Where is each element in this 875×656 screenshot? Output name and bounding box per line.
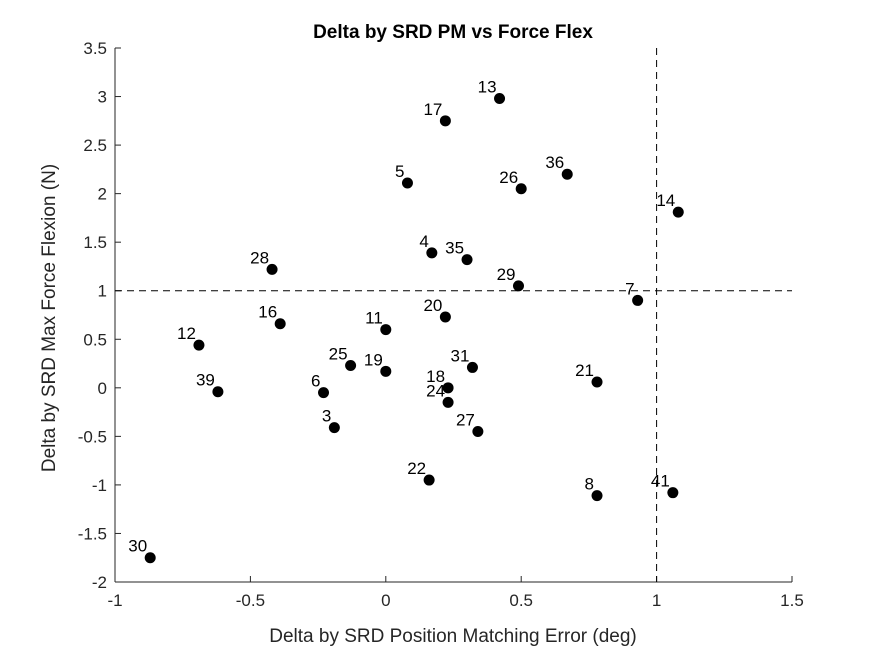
reference-lines [115, 48, 792, 582]
data-point [212, 386, 224, 398]
data-point-label: 41 [651, 472, 670, 491]
data-point-label: 20 [423, 296, 442, 315]
data-point [442, 382, 454, 394]
chart-title: Delta by SRD PM vs Force Flex [313, 22, 593, 43]
data-point [328, 422, 340, 434]
data-point [439, 311, 451, 323]
data-point-label: 19 [364, 350, 383, 369]
y-tick-label: 3.5 [83, 39, 107, 58]
y-axis-label: Delta by SRD Max Force Flexion (N) [39, 164, 60, 472]
data-point-label: 12 [177, 324, 196, 343]
x-tick-label: 0 [381, 591, 390, 610]
data-point [667, 487, 679, 499]
data-point [274, 318, 286, 330]
y-tick-label: -1.5 [78, 524, 107, 543]
data-point-label: 13 [478, 77, 497, 96]
data-point [442, 396, 454, 408]
data-point-label: 36 [545, 153, 564, 172]
data-point [512, 280, 524, 292]
data-point [494, 92, 506, 104]
y-tick-label: 0 [98, 379, 107, 398]
data-point [591, 376, 603, 388]
data-point [632, 294, 644, 306]
data-point-label: 5 [395, 162, 404, 181]
data-point-label: 29 [497, 265, 516, 284]
data-point-label: 4 [419, 232, 428, 251]
y-tick-label: 2.5 [83, 136, 107, 155]
data-point [380, 324, 392, 336]
data-point [345, 359, 357, 371]
data-point [466, 361, 478, 373]
data-point [318, 387, 330, 399]
point-labels: 13 17 5 26 36 14 4 35 28 29 7 20 16 11 12 25 19 31 21 18 39 6… [128, 77, 675, 555]
data-point [561, 168, 573, 180]
data-point-label: 24 [426, 381, 445, 400]
data-point [423, 474, 435, 486]
data-point-label: 31 [451, 346, 470, 365]
data-point-label: 28 [250, 248, 269, 267]
data-point-label: 8 [585, 475, 594, 494]
y-tick-label: 1.5 [83, 233, 107, 252]
data-point [672, 206, 684, 218]
x-tick-label: -0.5 [236, 591, 265, 610]
data-point-label: 22 [407, 459, 426, 478]
data-point [144, 552, 156, 564]
data-point-label: 14 [656, 191, 675, 210]
y-tick-label: -1 [92, 476, 107, 495]
data-point-label: 17 [423, 100, 442, 119]
data-point-label: 6 [311, 372, 320, 391]
data-point-label: 27 [456, 411, 475, 430]
data-point-label: 26 [499, 168, 518, 187]
x-tick-label: -1 [107, 591, 122, 610]
y-tick-label: -0.5 [78, 427, 107, 446]
data-point [472, 426, 484, 438]
data-point-label: 30 [128, 537, 147, 556]
x-tick-label: 0.5 [509, 591, 533, 610]
y-tick-label: -2 [92, 573, 107, 592]
y-tick-label: 2 [98, 185, 107, 204]
data-point-label: 18 [426, 367, 445, 386]
data-point [193, 339, 205, 351]
data-point [266, 263, 278, 275]
data-point-label: 16 [258, 303, 277, 322]
plot-area: 13 17 5 26 36 14 4 35 28 29 7 20 16 11 12 25 19 31 21 18 39 6… [114, 47, 793, 583]
y-tick-label: 3 [98, 88, 107, 107]
data-point-label: 39 [196, 371, 215, 390]
data-point [401, 177, 413, 189]
data-points [144, 92, 684, 564]
x-axis-label: Delta by SRD Position Matching Error (de… [269, 626, 636, 647]
data-point-label: 35 [445, 239, 464, 258]
y-tick-label: 0.5 [83, 330, 107, 349]
data-point [461, 254, 473, 266]
data-point [439, 115, 451, 127]
data-point-label: 7 [625, 279, 634, 298]
y-tick-label: 1 [98, 282, 107, 301]
data-point-label: 3 [322, 407, 331, 426]
data-point [591, 490, 603, 502]
x-tick-label: 1.5 [780, 591, 804, 610]
data-point-label: 21 [575, 361, 594, 380]
data-point-label: 25 [329, 344, 348, 363]
data-point [426, 247, 438, 259]
data-point-label: 11 [365, 309, 383, 328]
data-point [380, 365, 392, 377]
x-tick-label: 1 [652, 591, 661, 610]
tick-marks [114, 47, 793, 583]
data-point [515, 183, 527, 195]
